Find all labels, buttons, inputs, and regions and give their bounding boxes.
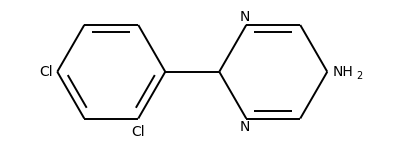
Text: N: N bbox=[240, 120, 250, 134]
Text: Cl: Cl bbox=[132, 125, 145, 139]
Text: Cl: Cl bbox=[40, 65, 53, 79]
Text: 2: 2 bbox=[356, 71, 362, 81]
Text: NH: NH bbox=[333, 65, 353, 79]
Text: N: N bbox=[240, 10, 250, 24]
